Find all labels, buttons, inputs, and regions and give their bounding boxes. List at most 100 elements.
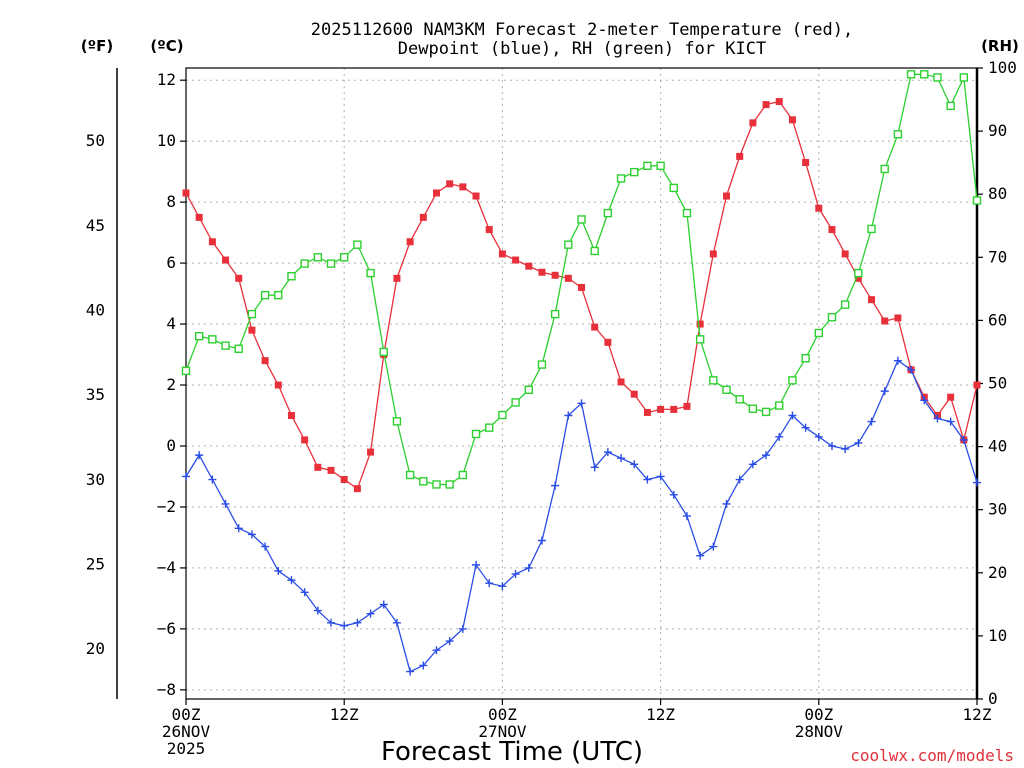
data-point	[802, 158, 810, 166]
data-point	[340, 621, 349, 630]
data-point	[933, 414, 942, 423]
data-point	[458, 470, 468, 480]
x-tick-label: 00Z	[804, 705, 833, 724]
data-point	[736, 152, 744, 160]
fahrenheit-unit-label: (ºF)	[81, 37, 113, 55]
data-point	[314, 463, 322, 471]
data-point	[840, 300, 850, 309]
plot-frame	[185, 67, 978, 700]
data-point	[854, 438, 863, 447]
data-point	[907, 365, 916, 374]
data-point	[881, 317, 889, 325]
celsius-unit-label: (ºC)	[150, 37, 183, 55]
data-point	[300, 259, 309, 268]
data-point	[353, 618, 362, 627]
data-point	[722, 499, 731, 508]
series-layer	[181, 70, 982, 676]
data-point	[248, 326, 256, 334]
series-rh	[181, 70, 982, 489]
celsius-tick-label: −4	[157, 558, 176, 577]
data-point	[946, 417, 955, 426]
data-point	[393, 274, 401, 282]
data-point	[788, 116, 796, 124]
data-point	[353, 485, 361, 493]
data-point	[775, 401, 784, 410]
data-point	[827, 441, 836, 450]
data-point	[459, 183, 467, 191]
fahrenheit-tick-label: 20	[86, 639, 105, 658]
data-point	[195, 451, 204, 460]
data-point	[920, 396, 929, 405]
data-point	[326, 259, 336, 268]
x-tick-label: 27NOV	[478, 722, 527, 741]
data-point	[247, 530, 256, 539]
chart-axes: −8−6−4−202468101220253035404550010203040…	[86, 58, 1017, 758]
data-point	[432, 189, 440, 197]
x-tick-label: 28NOV	[795, 722, 844, 741]
data-point	[696, 551, 705, 560]
data-point	[194, 331, 204, 341]
data-point	[234, 524, 243, 533]
x-tick-label: 00Z	[488, 705, 517, 724]
data-point	[735, 475, 744, 484]
data-point	[419, 661, 428, 670]
data-point	[247, 309, 257, 319]
data-point	[551, 271, 559, 279]
data-point	[537, 360, 547, 369]
x-tick-label: 12Z	[646, 705, 675, 724]
celsius-tick-label: 10	[157, 131, 176, 150]
data-point	[511, 398, 520, 407]
data-point	[854, 268, 863, 278]
data-point	[920, 70, 929, 79]
data-point	[498, 582, 507, 591]
data-point	[564, 240, 573, 249]
rh-tick-label: 0	[988, 689, 998, 708]
data-point	[947, 393, 955, 401]
data-point	[327, 618, 336, 627]
data-point	[775, 432, 784, 441]
data-point	[525, 262, 533, 270]
data-point	[235, 274, 243, 282]
data-point	[723, 192, 731, 200]
celsius-tick-label: 6	[166, 253, 176, 272]
data-point	[340, 476, 348, 484]
data-point	[868, 296, 876, 304]
x-axis-title: Forecast Time (UTC)	[381, 737, 643, 767]
data-point	[775, 98, 783, 106]
data-point	[471, 429, 481, 439]
data-point	[657, 405, 665, 413]
data-point	[827, 313, 837, 322]
data-point	[366, 609, 375, 618]
data-point	[814, 432, 823, 441]
data-point	[880, 164, 889, 174]
data-point	[419, 213, 427, 221]
data-point	[261, 542, 270, 551]
data-point	[643, 475, 652, 484]
data-point	[709, 542, 718, 551]
data-point	[313, 253, 323, 262]
data-point	[550, 309, 560, 319]
rh-tick-label: 80	[988, 184, 1007, 203]
data-point	[406, 667, 415, 676]
data-point	[709, 250, 717, 258]
data-point	[300, 588, 309, 597]
celsius-tick-label: 8	[166, 192, 176, 211]
fahrenheit-tick-label: 25	[86, 555, 105, 574]
data-point	[340, 253, 349, 262]
data-point	[208, 335, 217, 344]
rh-tick-label: 40	[988, 437, 1007, 456]
rh-tick-label: 20	[988, 563, 1007, 582]
data-point	[590, 246, 599, 256]
data-point	[287, 576, 296, 585]
celsius-tick-label: −2	[157, 497, 176, 516]
celsius-tick-label: 0	[166, 436, 176, 455]
data-point	[656, 161, 665, 171]
data-point	[327, 466, 335, 474]
data-point	[578, 283, 585, 291]
data-point	[379, 347, 388, 357]
data-point	[695, 335, 705, 344]
series-dewpoint	[182, 356, 981, 676]
data-point	[551, 481, 560, 490]
data-point	[472, 560, 481, 569]
